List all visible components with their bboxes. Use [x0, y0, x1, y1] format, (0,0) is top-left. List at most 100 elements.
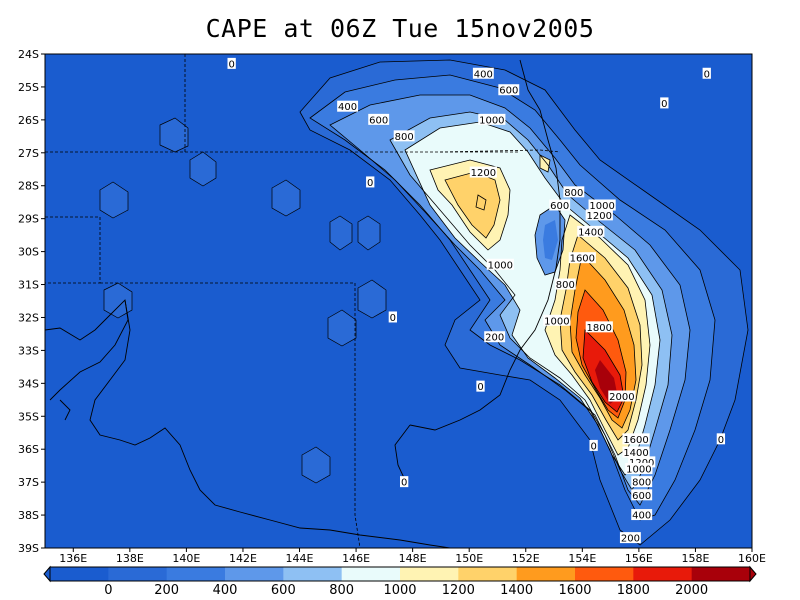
contour-label-bg [619, 532, 641, 544]
contour-label-bg [554, 278, 576, 290]
lat-tick-label: 39S [18, 542, 39, 555]
contour-label-bg [498, 84, 520, 96]
contour-label: 200 [485, 333, 504, 344]
lat-tick-label: 37S [18, 476, 39, 489]
lat-tick-label: 32S [18, 311, 39, 324]
colorbar-label: 1400 [500, 583, 533, 598]
lat-tick-label: 35S [18, 410, 39, 423]
lat-tick-label: 24S [18, 48, 39, 61]
contour-label-bg [484, 331, 506, 343]
lon-tick-label: 154E [568, 552, 596, 565]
lon-tick-label: 142E [229, 552, 257, 565]
contour-label: 1600 [570, 254, 595, 265]
colorbar-max-arrow [749, 565, 757, 583]
colorbar-swatch [50, 567, 109, 581]
contour-label: 0 [477, 382, 483, 393]
contour-label: 1000 [544, 316, 569, 327]
colorbar-swatch [283, 567, 343, 581]
contour-label-bg [625, 462, 653, 474]
longitude-axis: 136E 138E 140E 142E 144E 146E 148E 150E 152E 154E… [59, 548, 766, 565]
lon-tick-label: 140E [172, 552, 200, 565]
contour-label-bg [337, 100, 359, 112]
contour-label-bg [400, 476, 409, 488]
colorbar-swatch [225, 567, 284, 581]
lon-tick-label: 156E [625, 552, 653, 565]
contour-label-bg [568, 252, 596, 264]
colorbar-min-arrow [43, 565, 51, 583]
latitude-axis: 24S 25S 26S 27S 28S 29S 30S 31S 32S 33S 34S 35S 36S 3… [18, 48, 45, 555]
lon-tick-label: 152E [512, 552, 540, 565]
colorbar-swatch [691, 567, 751, 581]
lon-tick-label: 146E [342, 552, 370, 565]
contour-label-bg [549, 199, 571, 211]
map-title: CAPE at 06Z Tue 15nov2005 [205, 14, 595, 43]
contour-label: 0 [367, 178, 373, 189]
lat-tick-label: 31S [18, 279, 39, 292]
contour-label: 1200 [471, 168, 496, 179]
lat-tick-label: 38S [18, 509, 39, 522]
contour-label: 800 [632, 478, 651, 489]
colorbar-label: 1000 [383, 583, 416, 598]
lat-tick-label: 36S [18, 443, 39, 456]
contour-label: 400 [338, 102, 357, 113]
colorbar-label: 2000 [675, 583, 708, 598]
colorbar-label: 400 [213, 583, 238, 598]
lat-tick-label: 30S [18, 246, 39, 259]
contour-label-bg [486, 258, 514, 270]
contour-label: 0 [401, 478, 407, 489]
lon-tick-label: 148E [399, 552, 427, 565]
contour-label-bg [368, 113, 390, 125]
contour-label-bg [585, 209, 613, 221]
plot-frame [44, 53, 753, 549]
colorbar-swatch [166, 567, 226, 581]
contour-label-bg [631, 509, 653, 521]
lat-tick-label: 29S [18, 213, 39, 226]
contour-label-bg [366, 176, 375, 188]
colorbar-label: 1200 [442, 583, 475, 598]
contour-label-bg [589, 439, 598, 451]
colorbar-label: 1800 [617, 583, 650, 598]
contour-label: 1400 [623, 448, 648, 459]
colorbar-swatch [341, 567, 401, 581]
contour-label-bg [631, 489, 653, 501]
contour-label: 600 [369, 115, 388, 126]
lat-tick-label: 25S [18, 81, 39, 94]
lon-tick-label: 136E [59, 552, 87, 565]
contour-label: 0 [228, 59, 234, 70]
contour-label: 400 [474, 69, 493, 80]
map-plot-area [45, 54, 752, 548]
contour-label: 800 [556, 280, 575, 291]
contour-label: 800 [564, 188, 583, 199]
contour-label: 2000 [609, 392, 634, 403]
contour-label: 400 [632, 511, 651, 522]
lat-tick-label: 33S [18, 344, 39, 357]
contour-label: 1000 [589, 201, 614, 212]
colorbar-swatch [108, 567, 168, 581]
contour-label-bg [476, 380, 485, 392]
lon-tick-label: 160E [738, 552, 766, 565]
colorbar-swatch [400, 567, 459, 581]
contour-label: 0 [704, 69, 710, 80]
contour-label-bg [622, 446, 650, 458]
contour-label: 1600 [623, 435, 648, 446]
contour-label: 200 [621, 534, 640, 545]
contour-label: 1400 [578, 227, 603, 238]
lon-tick-label: 144E [286, 552, 314, 565]
colorbar: 0 200 400 600 800 1000 1200 1400 1600 1800 2000 [43, 565, 757, 598]
contour-label-bg [588, 199, 616, 211]
contour-label-bg [702, 67, 711, 79]
contour-label: 0 [718, 435, 724, 446]
contour-label: 600 [550, 201, 569, 212]
colorbar-swatch [575, 567, 634, 581]
colorbar-label: 600 [271, 583, 296, 598]
lon-tick-label: 158E [681, 552, 709, 565]
contour-label-bg [469, 166, 497, 178]
contour-label-bg [660, 97, 669, 109]
contour-label-bg [393, 130, 415, 142]
colorbar-label: 800 [329, 583, 354, 598]
colorbar-label: 1600 [558, 583, 591, 598]
contour-label: 0 [590, 441, 596, 452]
contour-label: 600 [499, 86, 518, 97]
lat-tick-label: 27S [18, 147, 39, 160]
